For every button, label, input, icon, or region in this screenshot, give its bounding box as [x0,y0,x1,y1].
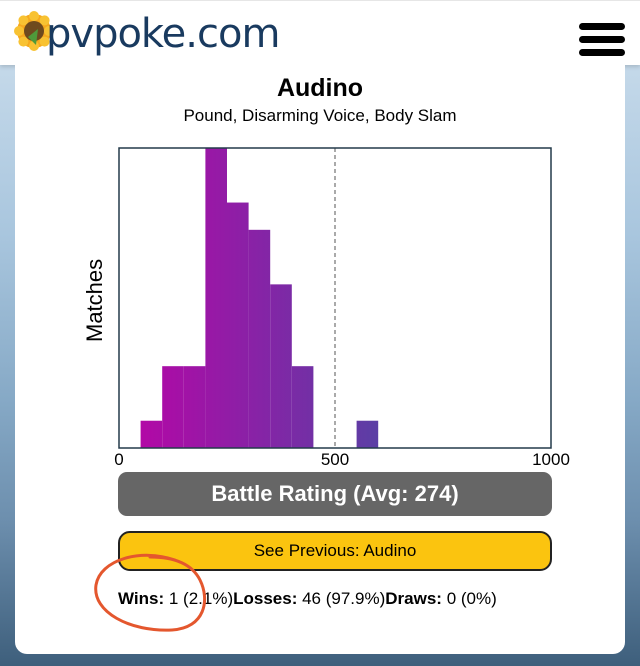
histogram-bar [162,366,184,448]
battle-record-stats: Wins: 1 (2.1%)Losses: 46 (97.9%)Draws: 0… [118,589,497,609]
losses-label: Losses: [233,589,298,608]
histogram-bar [183,366,206,448]
see-previous-button[interactable]: See Previous: Audino [118,531,552,571]
sunflower-logo-icon [14,11,54,51]
site-logo[interactable]: pvpoke.com [14,11,280,57]
histogram-bar [248,229,271,448]
wins-value: 1 (2.1%) [168,589,234,608]
histogram-bar [291,366,314,448]
histogram-bar [227,202,249,448]
pokemon-name: Audino [276,74,364,102]
histogram-bar [205,148,227,448]
site-header: pvpoke.com [0,0,640,65]
draws-value: 0 (0%) [446,589,497,608]
chart-x-tick-label: 0 [114,450,124,469]
histogram-bar [140,420,163,448]
chart-x-tick-label: 1000 [532,450,570,469]
hamburger-menu-icon[interactable] [579,23,625,57]
histogram-bar [270,284,292,448]
wins-label: Wins: [118,589,165,608]
histogram-bar [356,420,379,448]
battle-rating-header: Battle Rating (Avg: 274) [118,472,552,516]
draws-label: Draws: [385,589,442,608]
logo-text: pvpoke.com [46,11,280,57]
pokemon-moveset: Pound, Disarming Voice, Body Slam [183,106,457,125]
losses-value: 46 (97.9%) [302,589,386,608]
chart-plot-area [118,147,552,449]
chart-x-tick-label: 500 [320,450,350,469]
